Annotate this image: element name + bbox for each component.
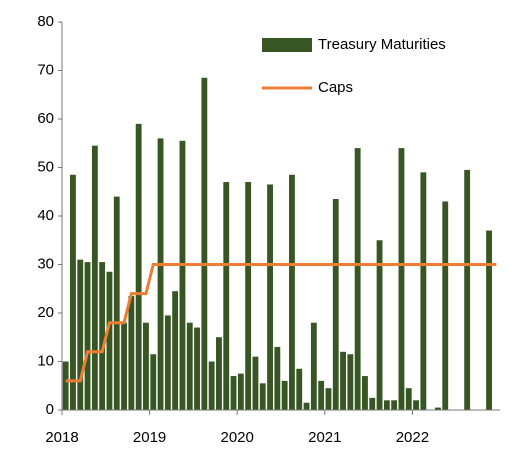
bar <box>442 201 449 410</box>
bar <box>274 346 281 410</box>
bar <box>113 196 120 410</box>
bar <box>332 199 339 410</box>
bar <box>150 354 157 410</box>
bar <box>223 182 230 410</box>
bar <box>208 361 215 410</box>
legend-label: Treasury Maturities <box>318 36 446 53</box>
bar <box>376 240 383 410</box>
bar <box>420 172 427 410</box>
y-tick-label: 60 <box>37 110 54 127</box>
bar <box>135 123 142 410</box>
bar <box>128 296 135 410</box>
bar <box>186 322 193 410</box>
bar <box>216 337 222 410</box>
bar <box>296 368 303 410</box>
bar <box>143 322 149 410</box>
bar <box>405 388 412 410</box>
bar <box>340 351 346 410</box>
bar <box>310 322 317 410</box>
bar <box>106 271 113 410</box>
bar <box>347 354 354 410</box>
bar <box>179 140 186 410</box>
y-tick-label: 20 <box>37 304 54 321</box>
bar <box>84 262 91 410</box>
bar <box>303 402 310 410</box>
bar <box>157 138 164 410</box>
bar <box>62 361 69 410</box>
bar <box>362 376 368 410</box>
y-tick-label: 40 <box>37 207 54 224</box>
legend-swatch <box>262 38 312 52</box>
x-tick-label: 2019 <box>133 429 166 446</box>
bar <box>194 327 200 410</box>
y-tick-label: 70 <box>37 61 54 78</box>
bar <box>325 388 332 410</box>
bar <box>464 169 471 410</box>
y-tick-label: 10 <box>37 352 54 369</box>
x-tick-label: 2018 <box>45 429 78 446</box>
y-tick-label: 80 <box>37 13 54 30</box>
bar <box>318 380 325 410</box>
bar <box>369 397 376 410</box>
bar <box>281 380 288 410</box>
bar <box>121 322 127 410</box>
x-tick-label: 2022 <box>396 429 429 446</box>
line <box>65 263 497 383</box>
y-tick-label: 30 <box>37 255 54 272</box>
bar <box>164 315 171 410</box>
bar <box>237 373 244 410</box>
bar <box>486 230 492 410</box>
bar <box>201 77 208 411</box>
bar <box>267 184 273 410</box>
bar <box>70 174 76 410</box>
bar <box>91 145 98 411</box>
bar <box>99 262 106 410</box>
x-tick-label: 2021 <box>308 429 341 446</box>
bar <box>354 148 361 410</box>
y-tick-label: 50 <box>37 158 54 175</box>
y-tick-label: 0 <box>46 401 54 418</box>
bar <box>413 400 419 410</box>
bar <box>230 376 237 410</box>
bar <box>289 174 295 410</box>
legend-label: Caps <box>318 79 353 96</box>
bar <box>77 259 84 410</box>
bar <box>245 182 252 410</box>
bar <box>259 383 266 410</box>
bar <box>435 407 441 410</box>
bar <box>391 400 398 410</box>
bar <box>398 148 405 410</box>
x-tick-label: 2020 <box>221 429 254 446</box>
bar <box>383 400 390 410</box>
bar <box>172 291 179 410</box>
bar <box>252 356 259 410</box>
